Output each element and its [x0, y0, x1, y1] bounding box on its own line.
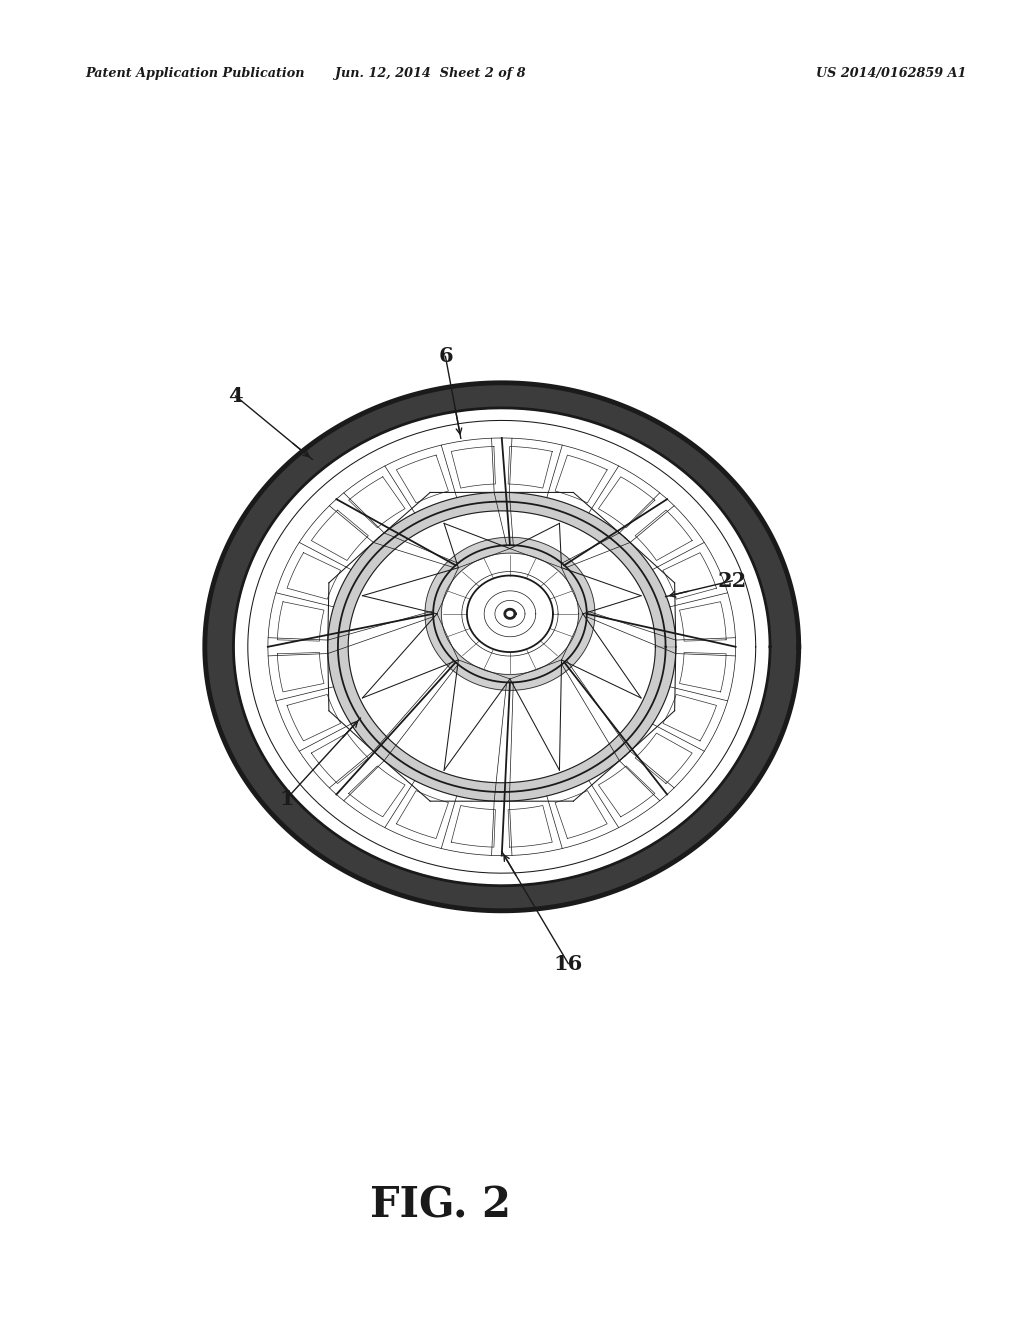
Text: 16: 16: [554, 953, 583, 974]
Text: 4: 4: [228, 385, 243, 407]
Polygon shape: [268, 438, 735, 855]
Polygon shape: [425, 537, 595, 690]
Text: Jun. 12, 2014  Sheet 2 of 8: Jun. 12, 2014 Sheet 2 of 8: [335, 67, 525, 81]
Polygon shape: [328, 492, 676, 801]
Text: US 2014/0162859 A1: US 2014/0162859 A1: [816, 67, 966, 81]
Text: 1: 1: [280, 788, 294, 809]
Text: FIG. 2: FIG. 2: [370, 1184, 511, 1226]
Text: Patent Application Publication: Patent Application Publication: [85, 67, 304, 81]
Polygon shape: [205, 383, 799, 911]
Text: 6: 6: [438, 346, 453, 367]
Text: 22: 22: [718, 570, 746, 591]
